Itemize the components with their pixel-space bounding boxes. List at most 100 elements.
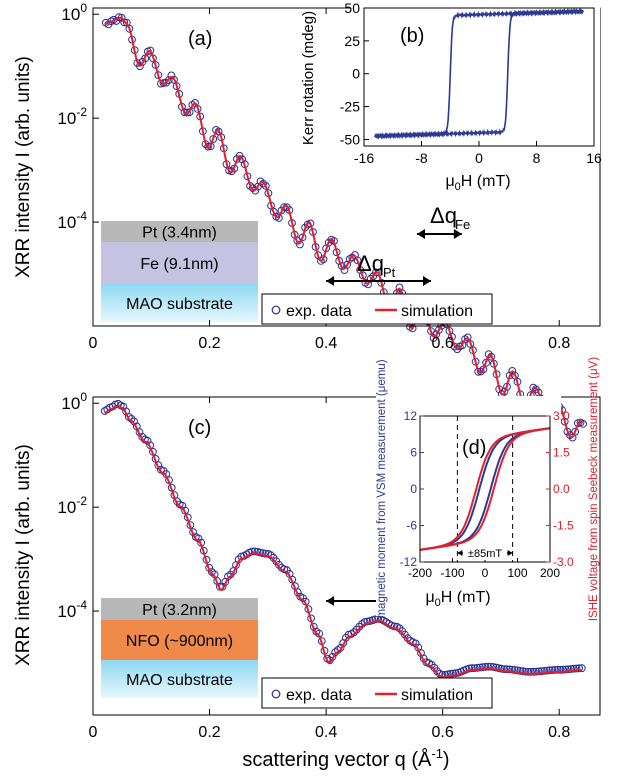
exp-data-point xyxy=(479,365,488,374)
y-tick-label-left-d: 6 xyxy=(410,446,417,460)
a-layer-2 xyxy=(101,284,258,322)
exp-data-point xyxy=(543,666,551,675)
exp-data-point xyxy=(251,186,260,195)
exp-data-point xyxy=(435,326,443,334)
x-tick-label-d: -100 xyxy=(440,566,464,580)
y-tick-label-right-d: -1.5 xyxy=(553,519,574,533)
delta-q-pt-subscript-a: Pt xyxy=(383,265,396,280)
exp-data-point xyxy=(312,627,321,636)
exp-data-point xyxy=(508,367,517,375)
exp-data-point xyxy=(537,667,546,676)
exp-data-point xyxy=(478,663,487,672)
x-tick-label-d: 100 xyxy=(507,566,527,580)
a-layer-1 xyxy=(101,242,258,284)
x-tick-label-c: 0 xyxy=(89,724,98,741)
exp-data-point xyxy=(468,664,476,673)
exp-data-point xyxy=(556,665,565,674)
panel-label-b: (b) xyxy=(400,25,424,47)
inset-d-background xyxy=(376,396,561,616)
layer-stack-a: Pt (3.4nm) Fe (9.1nm) MAO substrate xyxy=(101,221,258,322)
y-tick-label-left-d: -12 xyxy=(400,555,418,569)
exp-data-point xyxy=(296,240,304,249)
delta-q-pt-annotation-a: Δq Pt xyxy=(326,251,431,286)
x-tick-label-d: -200 xyxy=(408,566,432,580)
x-tick-label-b: 0 xyxy=(475,150,483,166)
exp-data-point xyxy=(575,664,583,673)
exp-data-point xyxy=(545,666,554,675)
exp-data-point xyxy=(446,669,455,678)
y-tick-label-b: -25 xyxy=(340,99,360,115)
c-layer-0 xyxy=(101,598,258,620)
exp-data-point xyxy=(521,667,530,676)
exp-data-point xyxy=(164,76,173,84)
exp-data-point xyxy=(476,663,484,672)
plot-area-d xyxy=(419,416,551,562)
panel-a-xrr-fe: Pt (3.4nm) Fe (9.1nm) MAO substrate 0 0.2 0.… xyxy=(13,1,601,442)
exp-data-point xyxy=(298,233,307,242)
exp-data-point xyxy=(518,667,527,676)
exp-data-point xyxy=(513,666,522,675)
x-tick-label-b: -8 xyxy=(415,150,428,166)
x-tick-label-d: 0 xyxy=(482,566,489,580)
layer-stack-c: Pt (3.2nm) NFO (~900nm) MAO substrate xyxy=(101,598,258,698)
c-layer-label-0: Pt (3.2nm) xyxy=(142,602,217,619)
arrowhead-left xyxy=(326,596,335,606)
arrowhead-right xyxy=(453,229,462,239)
exp-data-point xyxy=(238,155,247,164)
exp-data-point xyxy=(551,666,559,674)
x-tick-label-d: 200 xyxy=(540,566,560,580)
legend-label-exp-c: exp. data xyxy=(286,687,352,704)
exp-data-point xyxy=(275,214,283,222)
exp-data-point xyxy=(453,345,462,354)
y-tick-label-right-d: -3.0 xyxy=(553,555,574,569)
exp-data-point xyxy=(470,664,479,672)
panel-label-a: (a) xyxy=(188,28,212,50)
delta-q-fe-symbol: Δq xyxy=(430,203,457,228)
x-tick-label-c: 0.2 xyxy=(198,724,220,741)
exp-data-point xyxy=(473,664,482,672)
exp-data-point xyxy=(146,46,155,55)
x-tick-label-b: 16 xyxy=(586,150,602,166)
exp-data-point xyxy=(463,333,472,342)
exp-data-point xyxy=(564,665,573,674)
exp-data-point xyxy=(125,24,134,33)
y-tick-label-b: 0 xyxy=(352,66,360,82)
panel-c-xrr-nfo: Pt (3.2nm) NFO (~900nm) MAO substrate 0 0.2… xyxy=(13,390,601,771)
axes-d: -200 -100 0 100 200 12 6 0 -6 -12 3.0 1.5 0.0 -1.5 -3.… xyxy=(400,409,574,580)
exp-data-point xyxy=(465,664,474,673)
simulation-line-a xyxy=(104,16,584,439)
exp-data-point xyxy=(481,663,490,671)
x-axis-label-b: μ0H (mT) xyxy=(445,173,510,193)
x-tick-label-c: 0.6 xyxy=(432,724,454,741)
exp-data-point xyxy=(162,78,171,87)
exp-data-point xyxy=(261,549,270,558)
y-axis-label-a: XRR intensity I (arb. units) xyxy=(13,56,34,278)
y-tick-label-left-d: 0 xyxy=(410,482,417,496)
panel-label-c: (c) xyxy=(188,417,211,439)
y-tick-label-right-d: 0.0 xyxy=(553,482,570,496)
exp-data-point xyxy=(258,549,267,558)
exp-data-point xyxy=(532,667,541,676)
arrowhead-left xyxy=(457,550,463,556)
delta-q-pt-symbol-a: Δq xyxy=(357,251,384,276)
arrowhead-right xyxy=(507,550,513,556)
x-tick-label-a: 0.6 xyxy=(432,335,454,352)
exp-data-point xyxy=(337,262,346,270)
arrowhead-left xyxy=(326,276,335,286)
exp-data-point xyxy=(553,665,562,674)
plot-frame-c xyxy=(92,396,601,716)
arrowhead-right xyxy=(423,276,431,286)
a-layer-label-0: Pt (3.4nm) xyxy=(142,225,217,242)
exp-data-point xyxy=(505,665,514,674)
x-tick-label-a: 0 xyxy=(89,335,98,352)
y-tick-label-a: 100 xyxy=(61,1,87,24)
exp-data-point xyxy=(497,664,506,673)
legend-c: exp. data simulation xyxy=(261,677,493,709)
legend-label-sim-a: simulation xyxy=(401,303,473,320)
exp-data-point xyxy=(250,547,259,556)
x-tick-label-c: 0.8 xyxy=(548,724,570,741)
c-layer-label-2: MAO substrate xyxy=(126,672,233,689)
exp-data-point xyxy=(136,62,144,71)
y-tick-label-b: 25 xyxy=(344,33,360,49)
